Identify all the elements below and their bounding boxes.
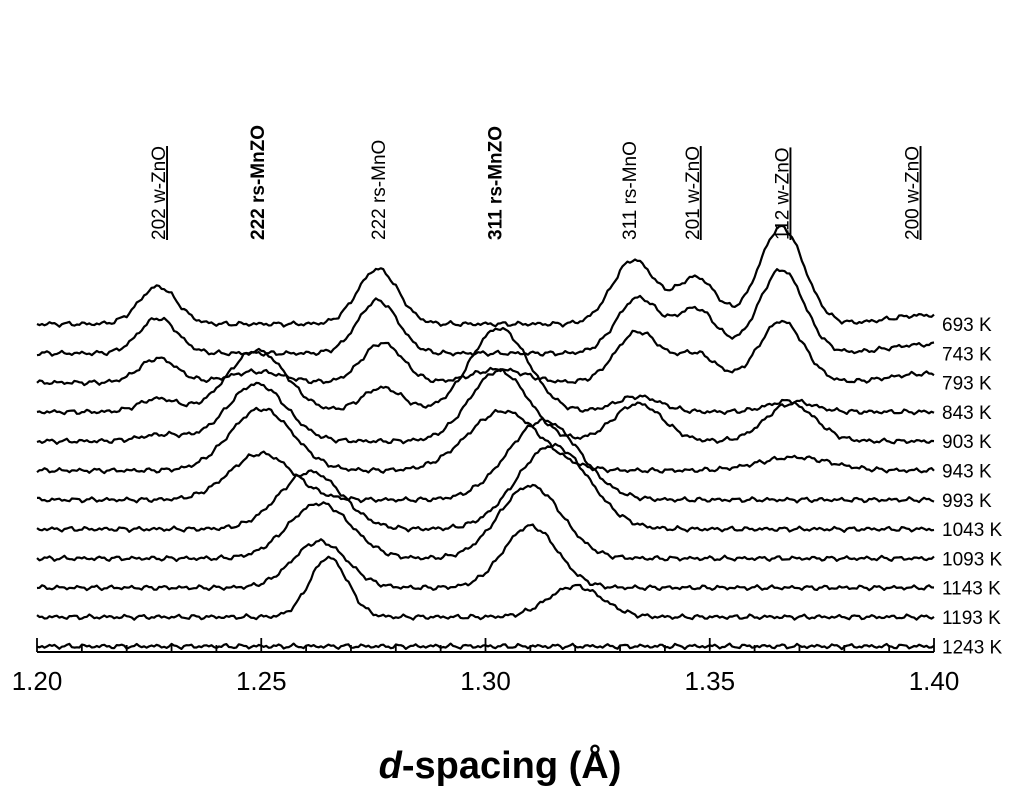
series-label: 1043 K: [942, 520, 1003, 541]
x-axis-title: d-spacing (Å): [379, 743, 622, 787]
trace-693k: [36, 224, 935, 328]
trace-843k: [36, 326, 935, 416]
x-tick-label: 1.20: [12, 666, 63, 696]
peak-label: 311 rs-MnO: [620, 141, 641, 240]
trace-993k: [37, 417, 935, 504]
series-label: 743 K: [942, 344, 992, 365]
peak-label: 202 w-ZnO: [149, 146, 170, 240]
peak-label: 112 w-ZnO: [773, 147, 794, 240]
trace-1043k: [36, 442, 935, 533]
peak-label: 200 w-ZnO: [903, 146, 924, 240]
series-label: 943 K: [942, 462, 992, 483]
peak-label: 201 w-ZnO: [683, 146, 704, 240]
trace-943k: [36, 406, 935, 475]
trace-1093k: [36, 483, 935, 563]
x-tick-label: 1.30: [460, 666, 511, 696]
series-label: 1243 K: [942, 637, 1003, 658]
x-tick-label: 1.40: [909, 666, 960, 696]
series-label: 793 K: [942, 374, 992, 395]
trace-1193k: [36, 555, 935, 621]
series-label: 1193 K: [942, 608, 1001, 629]
trace-793k: [36, 319, 935, 387]
traces-group: [36, 224, 935, 651]
series-label: 1143 K: [942, 579, 1001, 600]
x-axis: 1.20 1.25 1.30 1.35 1.40: [12, 638, 960, 696]
trace-743k: [36, 268, 935, 357]
peak-labels: 202 w-ZnO 222 rs-MnZO 222 rs-MnO 311 rs-MnZ…: [149, 125, 924, 240]
x-tick-label: 1.35: [684, 666, 735, 696]
series-label: 993 K: [942, 491, 992, 512]
peak-label: 222 rs-MnO: [369, 140, 390, 240]
series-label: 903 K: [942, 432, 992, 453]
temperature-labels: 693 K 743 K 793 K 843 K 903 K 943 K 993 K 1043 …: [942, 315, 1003, 658]
x-tick-label: 1.25: [236, 666, 287, 696]
peak-label: 222 rs-MnZO: [248, 125, 269, 240]
trace-903k: [36, 368, 935, 445]
peak-label: 311 rs-MnZO: [486, 126, 507, 240]
series-label: 693 K: [942, 315, 992, 336]
series-label: 1093 K: [942, 549, 1003, 570]
trace-1143k: [36, 523, 935, 592]
series-label: 843 K: [942, 403, 992, 424]
